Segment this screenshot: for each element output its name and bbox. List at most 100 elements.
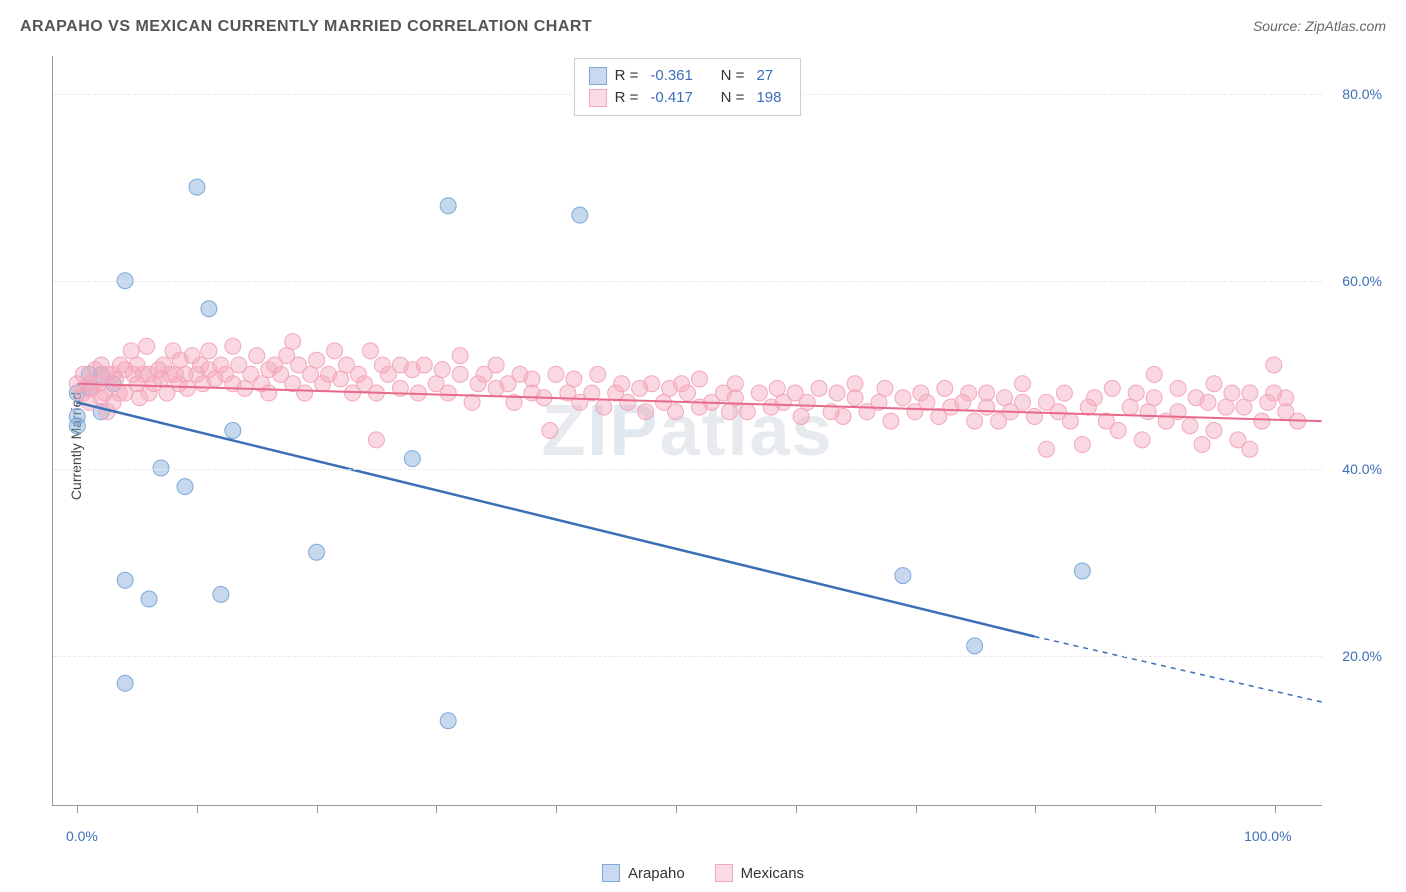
grid-line: [53, 469, 1322, 470]
legend-r-value: -0.417: [650, 87, 704, 109]
data-point: [1110, 423, 1126, 439]
chart-title: ARAPAHO VS MEXICAN CURRENTLY MARRIED COR…: [20, 18, 592, 35]
data-point: [1242, 385, 1258, 401]
legend-item: Mexicans: [715, 864, 804, 882]
data-point: [177, 479, 193, 495]
data-point: [327, 343, 343, 359]
data-point: [1074, 563, 1090, 579]
data-point: [1074, 437, 1090, 453]
stats-legend-row: R = -0.417 N = 198: [589, 87, 787, 109]
x-axis-min-label: 0.0%: [66, 828, 98, 844]
data-point: [261, 385, 277, 401]
data-point: [691, 371, 707, 387]
data-point: [1170, 380, 1186, 396]
data-point: [488, 357, 504, 373]
x-tick: [317, 805, 318, 813]
data-point: [1194, 437, 1210, 453]
data-point: [201, 301, 217, 317]
data-point: [1146, 390, 1162, 406]
data-point: [620, 394, 636, 410]
data-point: [249, 348, 265, 364]
data-point: [1146, 366, 1162, 382]
data-point: [464, 394, 480, 410]
x-tick: [796, 805, 797, 813]
stats-legend: R = -0.361 N = 27 R = -0.417 N = 198: [574, 58, 802, 116]
data-point: [847, 376, 863, 392]
data-point: [1224, 385, 1240, 401]
data-point: [1086, 390, 1102, 406]
data-point: [69, 408, 85, 424]
legend-r-label: R =: [615, 87, 639, 109]
data-point: [524, 371, 540, 387]
data-point: [117, 572, 133, 588]
data-point: [1015, 394, 1031, 410]
data-point: [1278, 390, 1294, 406]
data-point: [440, 198, 456, 214]
legend-r-label: R =: [615, 65, 639, 87]
source-label: Source: ZipAtlas.com: [1253, 18, 1386, 34]
x-tick: [556, 805, 557, 813]
data-point: [368, 432, 384, 448]
data-point: [139, 338, 155, 354]
data-point: [189, 179, 205, 195]
legend-n-label: N =: [712, 87, 744, 109]
data-point: [967, 413, 983, 429]
grid-line: [53, 656, 1322, 657]
data-point: [590, 366, 606, 382]
data-point: [1027, 408, 1043, 424]
chart-header: ARAPAHO VS MEXICAN CURRENTLY MARRIED COR…: [20, 18, 1386, 46]
data-point: [967, 638, 983, 654]
data-point: [141, 591, 157, 607]
y-tick-label: 40.0%: [1342, 461, 1382, 477]
data-point: [644, 376, 660, 392]
data-point: [440, 385, 456, 401]
data-point: [638, 404, 654, 420]
data-point: [225, 423, 241, 439]
data-point: [829, 385, 845, 401]
data-point: [1242, 441, 1258, 457]
data-point: [668, 404, 684, 420]
legend-n-value: 198: [756, 87, 786, 109]
data-point: [416, 357, 432, 373]
data-point: [835, 408, 851, 424]
data-point: [799, 394, 815, 410]
y-tick-label: 60.0%: [1342, 273, 1382, 289]
data-point: [117, 675, 133, 691]
data-point: [919, 394, 935, 410]
data-point: [979, 385, 995, 401]
data-point: [1128, 385, 1144, 401]
x-tick: [436, 805, 437, 813]
data-point: [179, 380, 195, 396]
data-point: [877, 380, 893, 396]
data-point: [1254, 413, 1270, 429]
legend-label: Mexicans: [741, 865, 804, 882]
legend-n-label: N =: [712, 65, 744, 87]
x-tick: [77, 805, 78, 813]
legend-label: Arapaho: [628, 865, 685, 882]
data-point: [614, 376, 630, 392]
data-point: [1266, 357, 1282, 373]
data-point: [542, 423, 558, 439]
y-tick-label: 80.0%: [1342, 86, 1382, 102]
data-point: [285, 334, 301, 350]
scatter-svg: [53, 56, 1322, 805]
data-point: [751, 385, 767, 401]
data-point: [680, 385, 696, 401]
data-point: [1182, 418, 1198, 434]
legend-swatch: [715, 864, 733, 882]
data-point: [309, 544, 325, 560]
data-point: [452, 366, 468, 382]
legend-r-value: -0.361: [650, 65, 704, 87]
stats-legend-row: R = -0.361 N = 27: [589, 65, 787, 87]
x-tick: [1275, 805, 1276, 813]
data-point: [895, 568, 911, 584]
legend-swatch: [589, 89, 607, 107]
data-point: [548, 366, 564, 382]
data-point: [440, 713, 456, 729]
data-point: [937, 380, 953, 396]
legend-n-value: 27: [756, 65, 786, 87]
x-tick: [1155, 805, 1156, 813]
x-axis-max-label: 100.0%: [1244, 828, 1291, 844]
legend-swatch: [589, 67, 607, 85]
data-point: [404, 451, 420, 467]
